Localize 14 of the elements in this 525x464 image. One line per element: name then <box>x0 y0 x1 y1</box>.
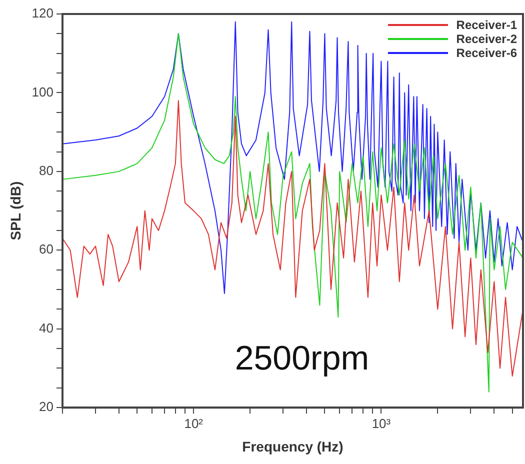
y-tick-label: 120 <box>32 6 54 21</box>
legend-label: Receiver-2 <box>456 32 517 46</box>
x-axis-title: Frequency (Hz) <box>242 438 344 454</box>
x-tick-label: 10² <box>184 416 204 431</box>
y-tick-label: 100 <box>32 84 54 100</box>
legend-label: Receiver-6 <box>456 46 517 60</box>
y-tick-label: 80 <box>39 163 54 178</box>
y-tick-label: 20 <box>39 399 54 414</box>
y-tick-label: 40 <box>39 320 54 336</box>
x-tick-label: 10³ <box>372 416 392 431</box>
legend-label: Receiver-1 <box>456 18 517 32</box>
y-tick-label: 60 <box>39 242 54 257</box>
y-axis-title: SPL (dB) <box>7 181 24 240</box>
annotation: 2500rpm <box>234 340 370 378</box>
